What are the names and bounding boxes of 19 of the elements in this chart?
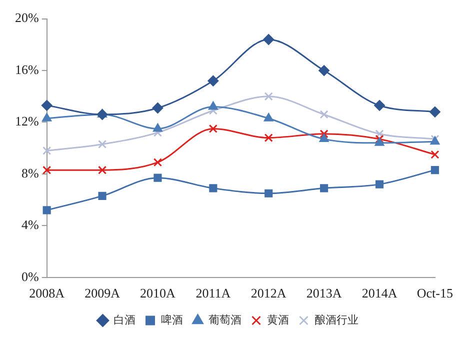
x-tick-label: 2008A bbox=[29, 286, 66, 301]
x-tick-label: 2012A bbox=[250, 286, 287, 301]
y-tick-label: 0% bbox=[21, 268, 39, 284]
x-tick-label: 2009A bbox=[84, 286, 121, 301]
y-tick-label: 20% bbox=[14, 10, 39, 26]
y-tick-label: 16% bbox=[14, 62, 39, 77]
x-tick-label: Oct-15 bbox=[416, 286, 454, 301]
legend-label: 酿酒行业 bbox=[314, 313, 358, 326]
y-tick-label: 4% bbox=[21, 217, 39, 232]
x-tick-label: 2014A bbox=[362, 286, 398, 301]
y-tick-label: 8% bbox=[21, 165, 39, 180]
x-tick-label: 2011A bbox=[196, 286, 232, 301]
x-tick-label: 2010A bbox=[140, 286, 176, 301]
legend-label: 葡萄酒 bbox=[208, 313, 242, 326]
legend-label: 白酒 bbox=[113, 313, 136, 326]
legend-label: 啤酒 bbox=[160, 313, 183, 326]
legend-label: 黄酒 bbox=[266, 313, 289, 326]
y-tick-label: 12% bbox=[14, 114, 39, 129]
x-tick-label: 2013A bbox=[306, 286, 342, 301]
